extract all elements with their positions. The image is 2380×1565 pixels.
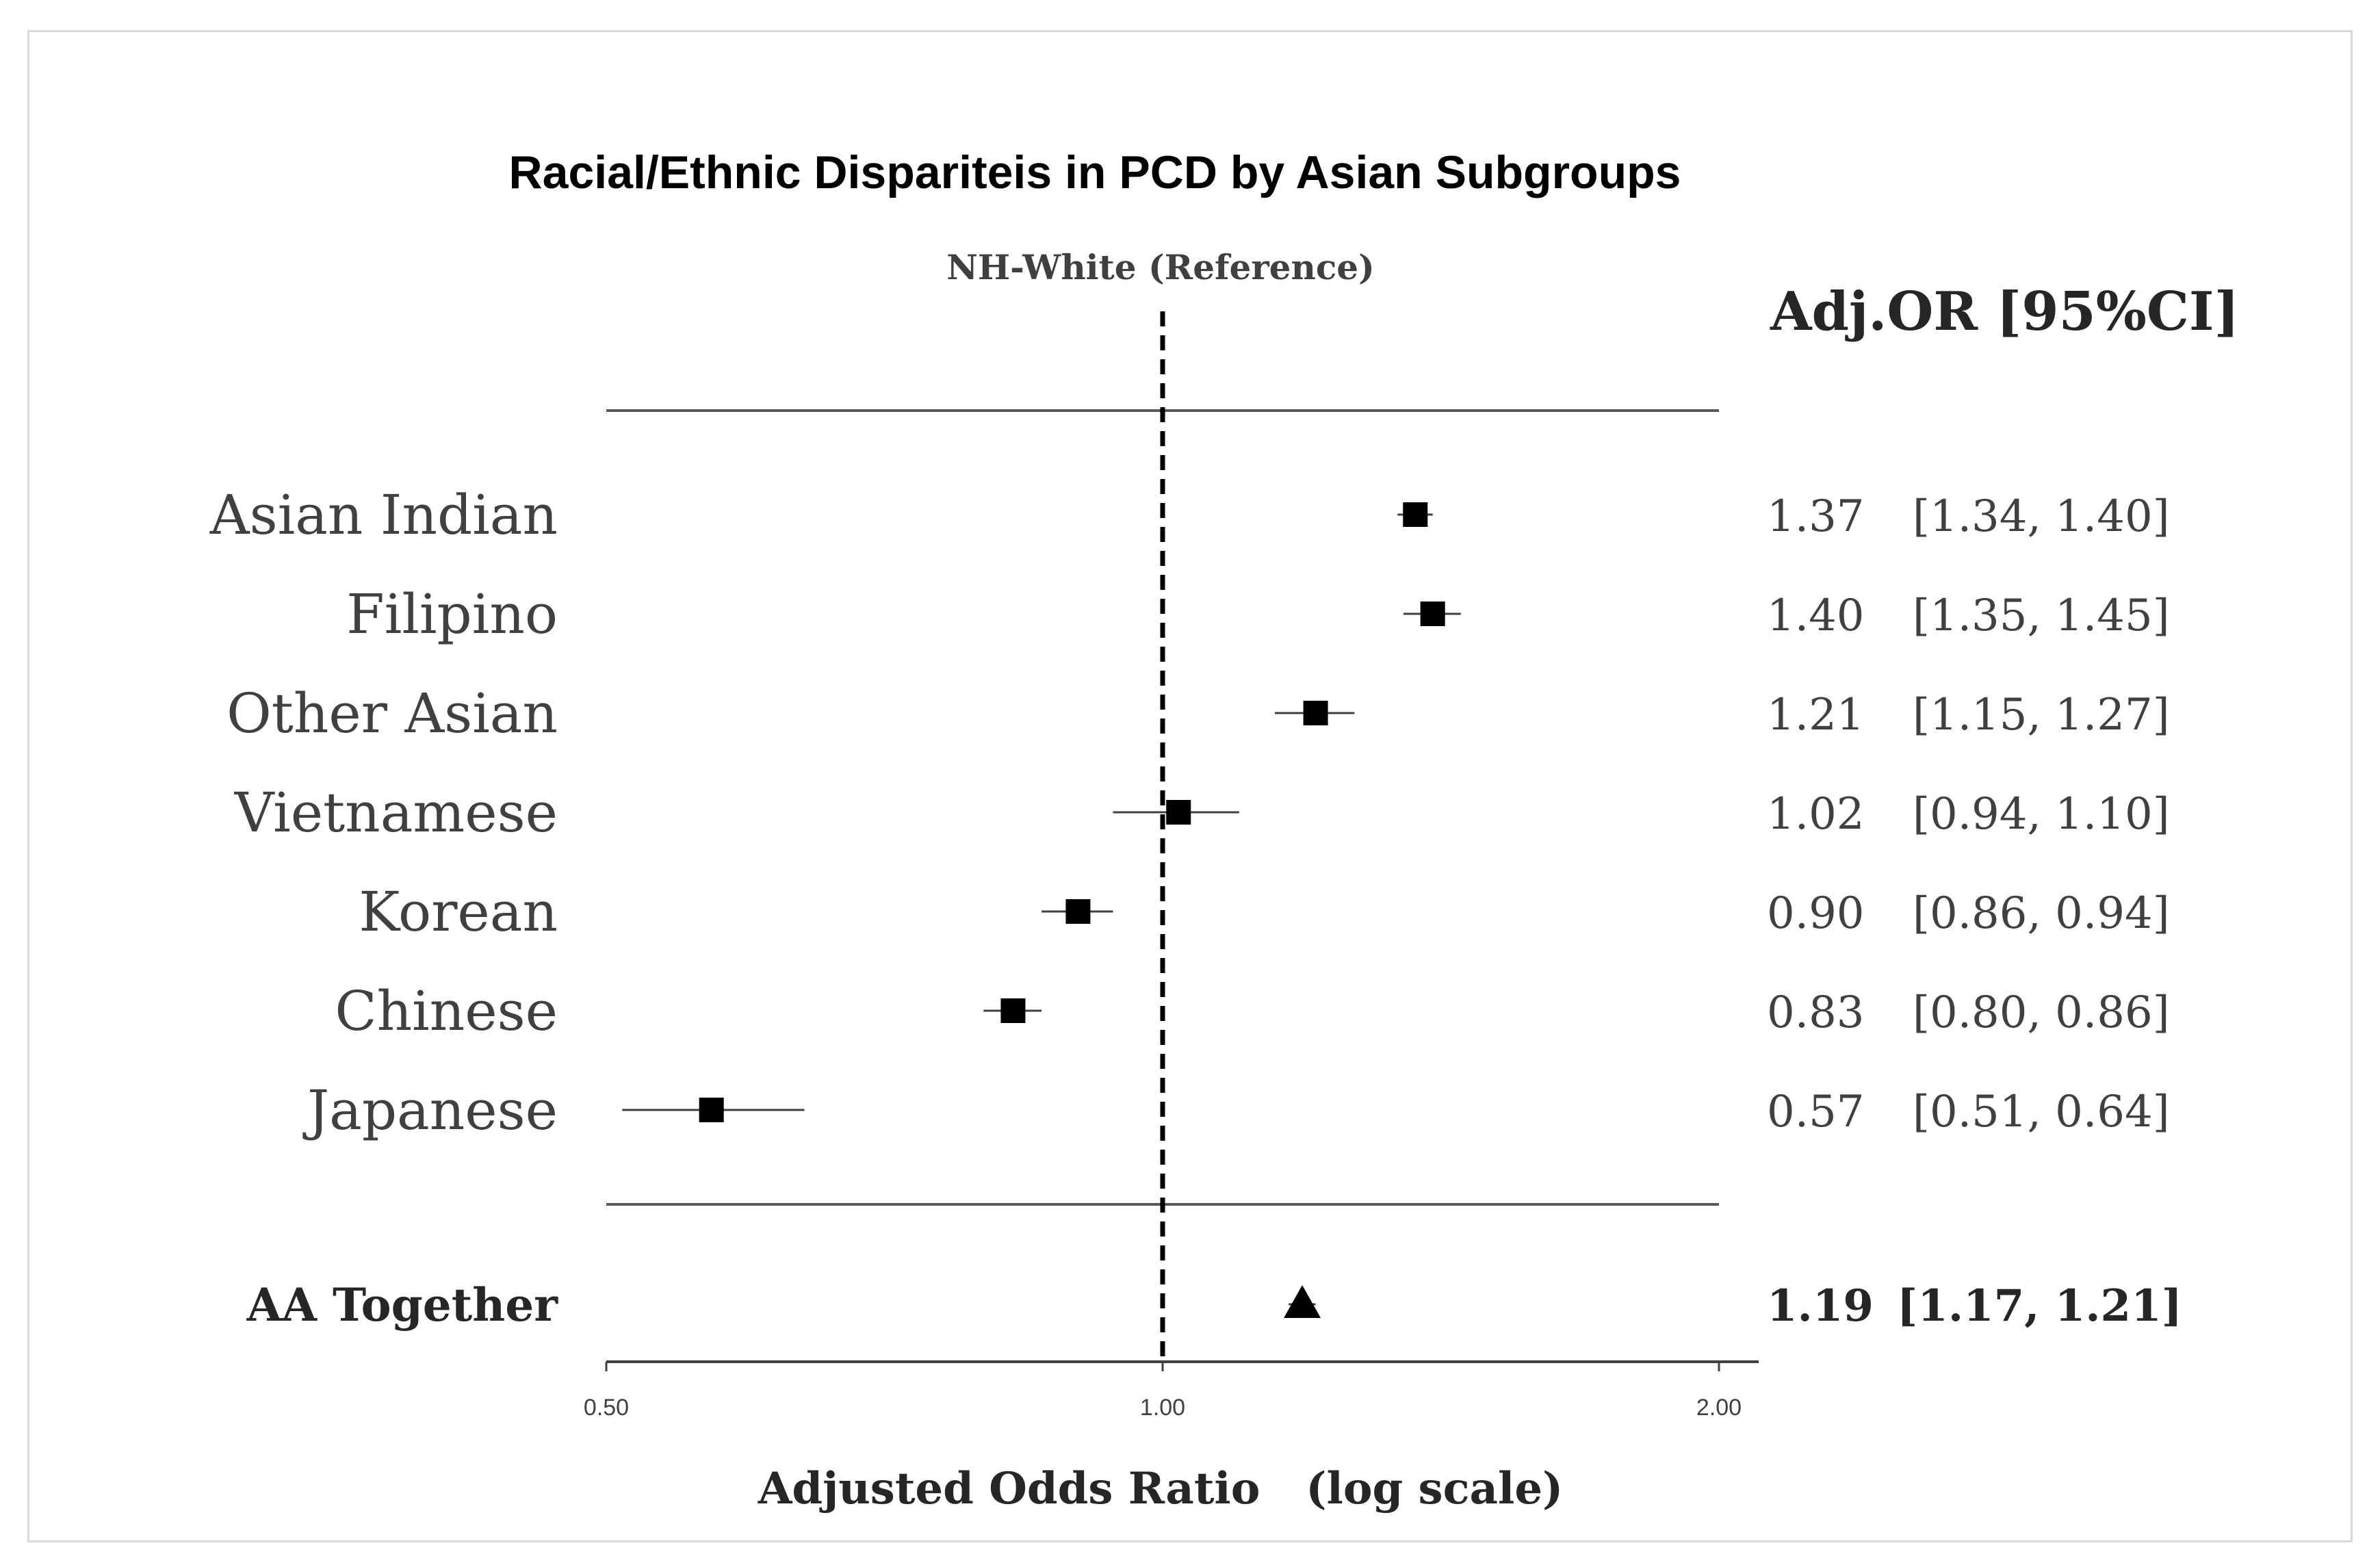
forest-row: Other Asian 1.21 [1.15, 1.27]	[227, 682, 2170, 745]
confidence-interval-value: [0.51, 0.64]	[1913, 1087, 2170, 1137]
x-tick-label: 2.00	[1696, 1395, 1742, 1421]
confidence-interval-value: [1.34, 1.40]	[1913, 491, 2170, 542]
point-estimate-marker	[1303, 701, 1328, 725]
point-estimate-marker	[699, 1098, 724, 1122]
row-label: Other Asian	[227, 682, 558, 745]
forest-row: Japanese 0.57 [0.51, 0.64]	[302, 1078, 2170, 1142]
estimate-header: Adj.OR [95%CI]	[1770, 281, 2239, 343]
odds-ratio-value: 0.83	[1767, 987, 1865, 1038]
x-tick-label: 0.50	[584, 1395, 629, 1421]
odds-ratio-value: 1.37	[1767, 491, 1865, 542]
point-estimate-marker	[1403, 502, 1428, 527]
summary-row: AA Together 1.19 [1.17, 1.21]	[246, 1278, 2182, 1332]
chart-title: Racial/Ethnic Dispariteis in PCD by Asia…	[509, 146, 1681, 198]
forest-row: Vietnamese 1.02 [0.94, 1.10]	[234, 781, 2170, 844]
x-axis-ticks: 0.50 1.00 2.00	[584, 1362, 1742, 1421]
confidence-interval-value: [0.94, 1.10]	[1913, 789, 2170, 840]
point-estimate-marker	[1000, 998, 1026, 1023]
confidence-interval-value: [0.86, 0.94]	[1913, 888, 2170, 939]
point-estimate-marker	[1065, 899, 1091, 924]
summary-odds-ratio-value: 1.19	[1767, 1280, 1874, 1332]
row-label: Asian Indian	[209, 483, 558, 547]
forest-row: Chinese 0.83 [0.80, 0.86]	[335, 979, 2169, 1043]
odds-ratio-value: 1.21	[1767, 690, 1865, 740]
forest-row: Korean 0.90 [0.86, 0.94]	[359, 880, 2169, 944]
row-label: Filipino	[346, 582, 558, 646]
x-axis-label: Adjusted Odds Ratio (log scale)	[758, 1463, 1564, 1514]
forest-row: Asian Indian 1.37 [1.34, 1.40]	[209, 483, 2170, 547]
row-label: Vietnamese	[234, 781, 558, 844]
row-label: Chinese	[335, 979, 558, 1043]
forest-rows: Asian Indian 1.37 [1.34, 1.40] Filipino 1.40…	[209, 483, 2170, 1142]
odds-ratio-value: 1.40	[1767, 591, 1865, 641]
point-estimate-marker	[1166, 800, 1191, 825]
confidence-interval-value: [1.35, 1.45]	[1913, 591, 2170, 641]
summary-label: AA Together	[246, 1278, 559, 1332]
point-estimate-marker	[1420, 602, 1445, 626]
odds-ratio-value: 0.57	[1767, 1087, 1865, 1137]
odds-ratio-value: 0.90	[1767, 888, 1865, 939]
confidence-interval-value: [1.15, 1.27]	[1913, 690, 2170, 740]
odds-ratio-value: 1.02	[1767, 789, 1865, 840]
forest-row: Filipino 1.40 [1.35, 1.45]	[346, 582, 2169, 646]
summary-triangle-marker	[1284, 1285, 1321, 1318]
row-label: Japanese	[302, 1078, 558, 1142]
summary-confidence-interval-value: [1.17, 1.21]	[1897, 1280, 2182, 1332]
chart-frame	[27, 30, 2353, 1542]
reference-label: NH-White (Reference)	[946, 247, 1375, 287]
row-label: Korean	[359, 880, 558, 944]
confidence-interval-value: [0.80, 0.86]	[1913, 987, 2170, 1038]
x-tick-label: 1.00	[1140, 1395, 1185, 1421]
